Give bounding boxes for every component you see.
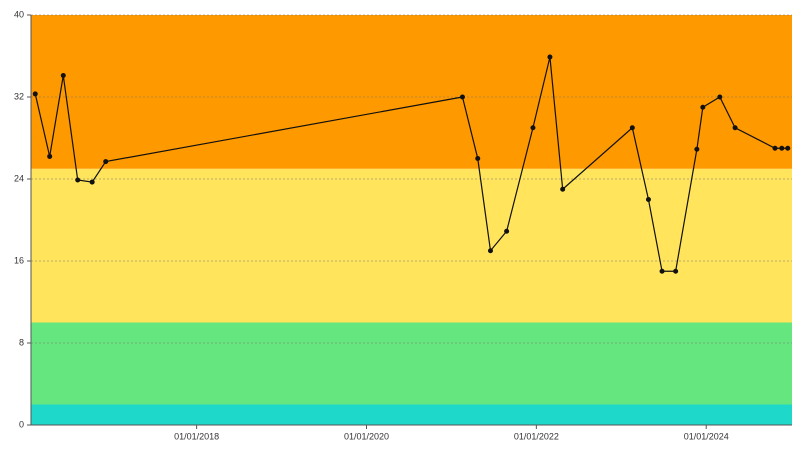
x-tick-label: 01/01/2022 xyxy=(514,431,559,441)
point xyxy=(475,156,481,161)
band xyxy=(31,168,792,323)
point xyxy=(504,228,510,234)
y-tick-label: 24 xyxy=(14,173,24,183)
x-tick-label: 01/01/2024 xyxy=(684,431,729,441)
point xyxy=(629,125,635,131)
point xyxy=(32,91,38,97)
point xyxy=(645,197,651,202)
point xyxy=(785,145,791,151)
point xyxy=(772,145,778,151)
point xyxy=(560,186,566,192)
point xyxy=(47,153,53,159)
point xyxy=(75,177,81,183)
point xyxy=(673,268,679,274)
y-tick-label: 40 xyxy=(14,9,24,19)
y-tick-label: 16 xyxy=(14,255,24,265)
x-tick-label: 01/01/2018 xyxy=(174,431,219,441)
band xyxy=(31,15,792,169)
point xyxy=(530,125,536,131)
point xyxy=(459,94,465,100)
y-tick-label: 32 xyxy=(14,91,24,101)
point xyxy=(487,248,493,254)
band xyxy=(31,322,792,405)
x-tick-label: 01/01/2020 xyxy=(344,431,389,441)
point xyxy=(717,94,723,100)
point xyxy=(659,268,665,274)
point xyxy=(779,145,785,151)
point xyxy=(89,179,95,185)
band xyxy=(31,404,792,425)
y-tick-label: 0 xyxy=(19,419,24,429)
point xyxy=(694,146,700,152)
point xyxy=(700,104,706,110)
y-tick-label: 8 xyxy=(19,337,24,347)
point xyxy=(547,54,553,60)
point xyxy=(103,159,109,165)
point xyxy=(60,72,66,78)
point xyxy=(732,125,738,131)
